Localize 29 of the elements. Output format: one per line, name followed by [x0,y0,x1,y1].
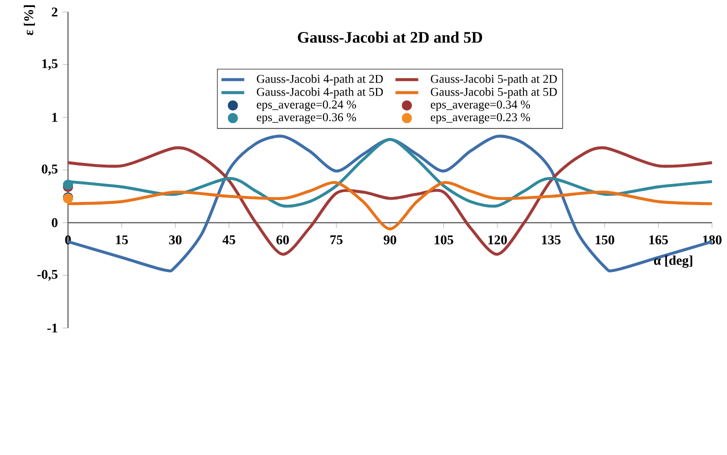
x-tick-label: 30 [169,235,182,244]
y-axis-title: ε [%] [24,5,35,36]
text: Gauss-Jacobi at 2D and 5D [298,32,482,43]
x-tick-label: 105 [434,235,454,244]
legend-label: eps_average=0.24 % [256,100,356,112]
x-tick-label: 150 [596,235,614,244]
x-tick-label: 45 [222,235,236,244]
x-tick-label: 120 [488,235,507,244]
x-tick-label: 75 [330,235,343,244]
y-tick-label: 2 [52,8,58,16]
x-tick-label: 135 [542,235,561,244]
y-tick-label: 0 [52,218,58,228]
y-tick-label: -1 [47,324,58,332]
legend-label: Gauss-Jacobi 4-path at 2D [256,74,383,86]
y-tick-label: 1,5 [42,59,58,70]
legend-label: eps_average=0.34 % [430,100,530,112]
legend-label: Gauss-Jacobi 4-path at 5D [256,87,383,98]
x-tick-label: 60 [276,235,289,244]
x-axis-title: α [deg] [654,256,692,268]
y-tick-label: -0,5 [37,270,58,281]
legend-label: eps_average=0.36 % [256,113,356,124]
y-tick-label: 1 [52,112,58,122]
legend-label: eps_average=0.23 % [430,113,530,124]
x-tick-label: 90 [384,235,396,244]
legend-label: Gauss-Jacobi 5-path at 5D [430,87,557,98]
x-tick-label: 15 [116,235,128,244]
legend-label: Gauss-Jacobi 5-path at 2D [430,74,557,86]
x-tick-label: 165 [649,235,668,244]
y-tick-label: 0,5 [42,164,58,176]
